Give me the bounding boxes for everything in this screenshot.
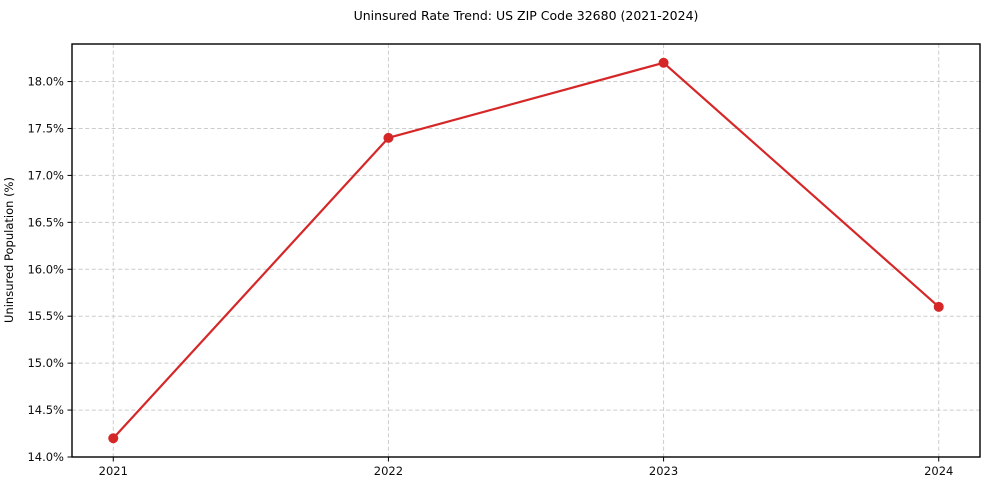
data-point-marker — [933, 301, 944, 312]
plot-border — [71, 43, 981, 458]
y-tick-label: 15.5% — [27, 309, 64, 323]
x-tick-label: 2024 — [924, 464, 953, 478]
chart-title: Uninsured Rate Trend: US ZIP Code 32680 … — [353, 8, 699, 23]
y-tick-label: 15.0% — [27, 356, 64, 370]
y-tick-label: 18.0% — [27, 75, 64, 89]
y-tick-label: 16.0% — [27, 262, 64, 276]
x-tick-label: 2022 — [374, 464, 403, 478]
data-point-marker — [108, 433, 119, 444]
y-tick-label: 17.0% — [27, 168, 64, 182]
trend-line — [112, 61, 940, 440]
x-tick-label: 2023 — [649, 464, 678, 478]
y-tick-label: 17.5% — [27, 121, 64, 135]
y-tick-label: 16.5% — [27, 215, 64, 229]
y-tick-label: 14.0% — [27, 450, 64, 464]
data-point-marker — [658, 57, 669, 68]
y-tick-label: 14.5% — [27, 403, 64, 417]
data-point-marker — [383, 132, 394, 143]
x-tick-label: 2021 — [99, 464, 128, 478]
